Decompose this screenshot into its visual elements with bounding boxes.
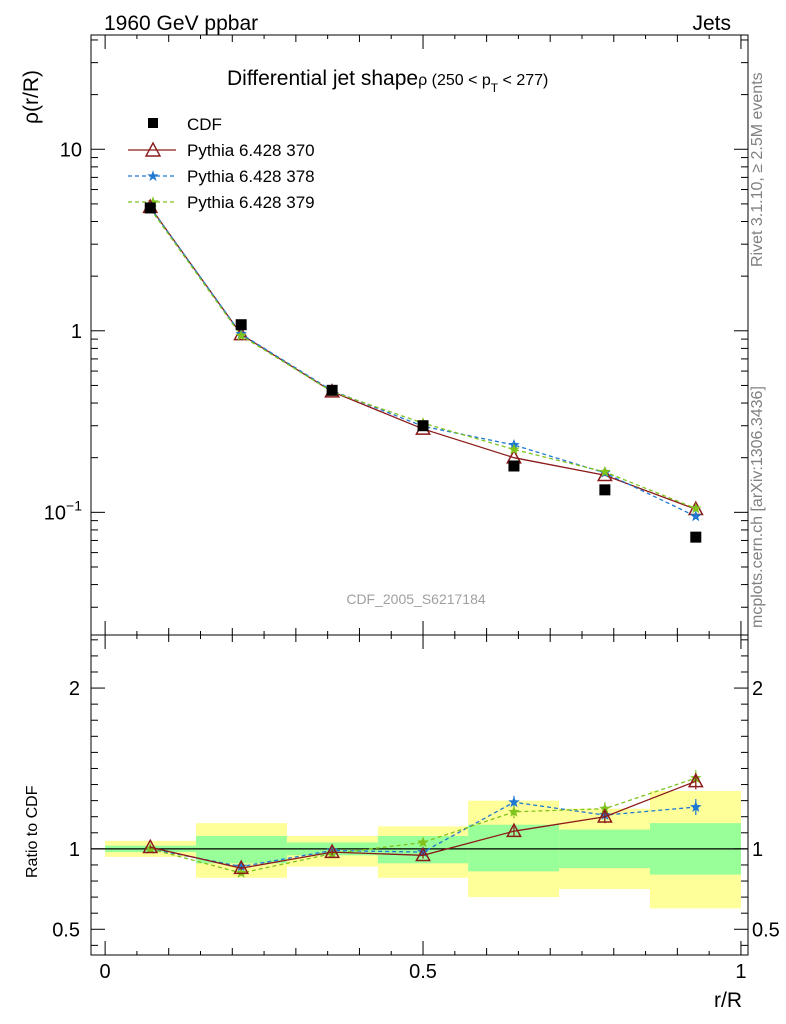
main-y-axis-label: ρ(r/R) xyxy=(20,70,43,124)
legend-item-pythia-370: Pythia 6.428 370 xyxy=(128,141,315,160)
ratio-point-pythia-6-428-370 xyxy=(324,843,341,859)
ratio-point-pythia-6-428-370 xyxy=(415,846,431,862)
ratio-point-pythia-6-428-378 xyxy=(417,846,429,857)
main-line-pythia-6-428-378 xyxy=(149,207,697,517)
main-y-tick-label: 10 xyxy=(60,139,82,161)
x-tick-label: 1 xyxy=(735,961,746,983)
ratio-axis-ticks xyxy=(91,635,748,955)
mcplots-label: mcplots.cern.ch [arXiv:1306.3436] xyxy=(749,386,766,628)
main-series xyxy=(142,198,704,543)
main-y-tick-labels: 10−1 1 10 xyxy=(44,139,82,524)
ratio-point-pythia-6-428-370 xyxy=(142,838,159,854)
legend-label-pythia-379: Pythia 6.428 379 xyxy=(187,193,315,212)
legend-marker-pythia-370 xyxy=(144,141,162,157)
ratio-point-pythia-6-428-378 xyxy=(235,860,247,872)
ratio-plot-frame xyxy=(90,634,749,956)
main-y-tick-label: 10−1 xyxy=(44,497,82,524)
legend-label-pythia-378: Pythia 6.428 378 xyxy=(187,167,315,186)
main-point-cdf xyxy=(235,319,247,331)
legend-marker-cdf xyxy=(148,118,158,128)
ratio-y-axis-label: Ratio to CDF xyxy=(24,785,41,878)
main-point-cdf xyxy=(599,484,611,496)
ratio-point-pythia-6-428-378 xyxy=(690,801,702,812)
main-point-cdf xyxy=(326,384,338,396)
legend-label-pythia-370: Pythia 6.428 370 xyxy=(187,141,315,160)
main-point-pythia-6-428-370 xyxy=(596,466,613,482)
legend-item-pythia-378: ★ Pythia 6.428 378 xyxy=(128,167,315,186)
main-point-pythia-6-428-379 xyxy=(599,465,611,477)
main-y-tick-label: 1 xyxy=(71,321,82,343)
x-tick-labels: 0 0.5 1 xyxy=(100,961,747,983)
ratio-point-pythia-6-428-378 xyxy=(508,796,520,808)
rivet-version-label: Rivet 3.1.10, ≥ 2.5M events xyxy=(749,72,766,267)
ratio-point-pythia-6-428-379 xyxy=(599,802,611,814)
ratio-point-pythia-6-428-370 xyxy=(596,808,613,823)
ratio-y-tick-label: 0.5 xyxy=(52,919,80,941)
analysis-watermark: CDF_2005_S6217184 xyxy=(346,591,486,607)
main-point-cdf xyxy=(144,202,156,214)
x-axis-label: r/R xyxy=(714,989,742,1012)
main-point-cdf xyxy=(690,531,702,543)
ratio-y-tick-label-right: 1 xyxy=(752,839,763,861)
ratio-y-tick-label: 2 xyxy=(69,678,80,700)
ratio-point-pythia-6-428-379 xyxy=(417,836,429,848)
chart-title-subscript: T xyxy=(491,81,499,95)
main-point-pythia-6-428-379 xyxy=(508,443,520,455)
header-right-label: Jets xyxy=(692,12,731,35)
chart-title-tail: < 277) xyxy=(498,72,548,89)
legend-label-cdf: CDF xyxy=(187,115,222,134)
ratio-y-tick-label-right: 0.5 xyxy=(752,919,780,941)
main-panel: 10−1 1 10 ρ(r/R) Differential jet shapeρ (… xyxy=(20,34,749,636)
chart-title: Differential jet shapeρ (250 < pT < 277) xyxy=(227,67,548,95)
ratio-y-tick-labels-right: 0.5 1 2 xyxy=(752,678,780,941)
main-point-cdf xyxy=(417,420,429,432)
ratio-y-tick-label: 1 xyxy=(69,839,80,861)
ratio-point-pythia-6-428-379 xyxy=(235,866,247,878)
ratio-inner-band xyxy=(196,836,287,864)
legend: CDF Pythia 6.428 370 ★ Pythia 6.428 378 … xyxy=(128,115,315,212)
ratio-point-pythia-6-428-379 xyxy=(508,805,520,817)
x-tick-label: 0.5 xyxy=(409,961,437,983)
main-point-pythia-6-428-379 xyxy=(235,329,247,341)
chart-title-main: Differential jet shape xyxy=(227,67,418,90)
main-point-pythia-6-428-378 xyxy=(690,510,702,522)
header-left-label: 1960 GeV ppbar xyxy=(104,12,258,35)
ratio-y-tick-label-right: 2 xyxy=(752,678,763,700)
chart-title-sub: ρ (250 < p xyxy=(418,72,491,89)
main-axis-ticks xyxy=(91,35,748,635)
main-line-pythia-6-428-370 xyxy=(149,206,697,510)
ratio-series xyxy=(142,770,704,878)
ratio-point-pythia-6-428-370 xyxy=(687,772,704,788)
main-line-pythia-6-428-379 xyxy=(149,208,697,510)
x-tick-label: 0 xyxy=(100,961,111,983)
legend-item-cdf: CDF xyxy=(148,115,222,134)
ratio-y-tick-labels: 0.5 1 2 xyxy=(52,678,80,941)
legend-marker-pythia-378: ★ xyxy=(146,168,159,185)
main-point-cdf xyxy=(508,460,520,472)
ratio-point-pythia-6-428-370 xyxy=(233,859,250,875)
ratio-panel: 0.512 0.512 0 0.5 1 Ratio to CDF r/R xyxy=(24,634,780,1012)
main-point-pythia-6-428-379 xyxy=(690,502,702,514)
ratio-point-pythia-6-428-370 xyxy=(506,822,522,838)
